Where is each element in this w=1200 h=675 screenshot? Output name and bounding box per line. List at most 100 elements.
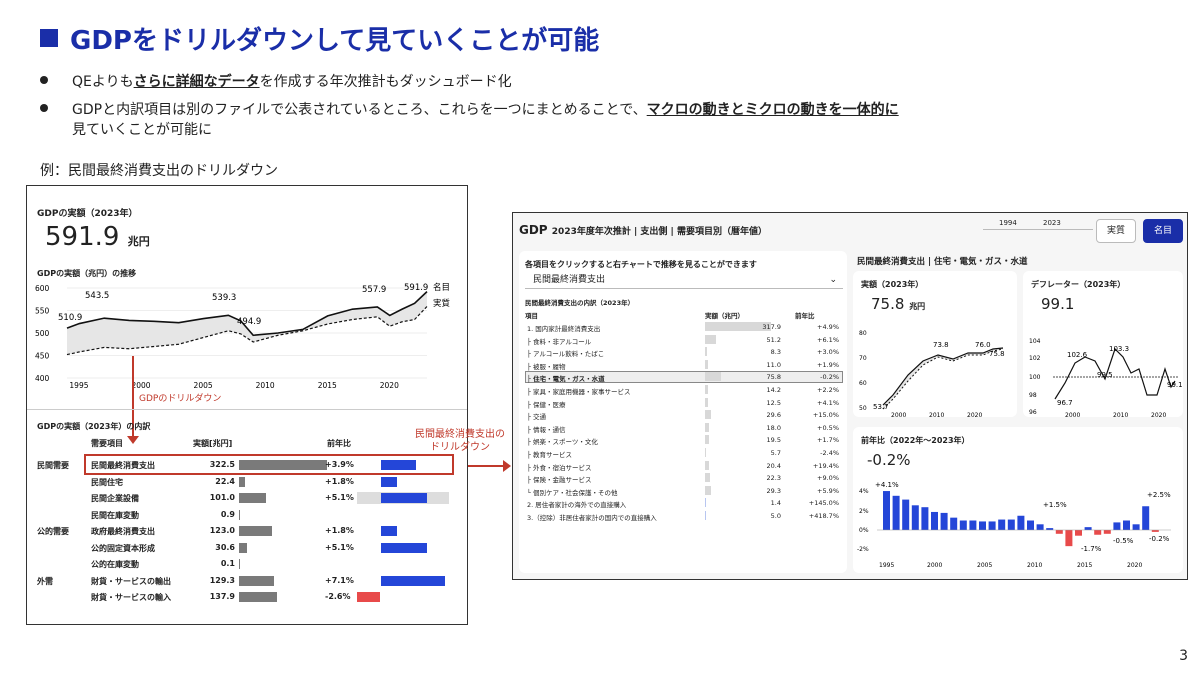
yoy-bar [921, 507, 929, 530]
rtable-row[interactable] [525, 371, 843, 384]
data-label: +2.5% [1147, 491, 1171, 499]
yoy-bar [911, 505, 919, 530]
year-to[interactable]: 2023 [1043, 219, 1061, 227]
legend-real: 実質 [433, 298, 451, 309]
yoy-bar [1055, 530, 1063, 534]
category-dropdown[interactable]: 民間最終消費支出 ⌄ [525, 271, 843, 289]
yoy-bar [381, 493, 428, 503]
xtick: 2000 [927, 562, 942, 569]
instruction: 各項目をクリックすると右チャートで推移を見ることができます [525, 260, 757, 269]
rrow-yoy: +15.0% [812, 411, 839, 420]
row-yoy: +1.8% [325, 476, 354, 486]
xtick: 2015 [1077, 562, 1092, 569]
nominal-button[interactable]: 名目 [1143, 219, 1183, 243]
rrow-bar [705, 448, 707, 457]
drill-arrow [132, 356, 134, 440]
row-item[interactable]: 財貨・サービスの輸入 [91, 593, 171, 602]
xtick: 2020 [1151, 412, 1166, 417]
row-item[interactable]: 民間在庫変動 [91, 510, 139, 520]
rrow-bar [705, 485, 711, 495]
series-real-line [66, 306, 428, 356]
rrow-yoy: +0.5% [817, 423, 839, 432]
yoy-bar [381, 542, 428, 553]
row-item[interactable]: 民間最終消費支出 [91, 461, 155, 470]
rrow-item: └ 個別ケア・社会保護・その他 [527, 488, 618, 497]
xtick: 2010 [1027, 562, 1042, 569]
title-square-icon [40, 29, 58, 47]
example-caption: 例：民間最終消費支出のドリルダウン [40, 163, 278, 179]
rrow-bar [705, 498, 706, 508]
year-slider[interactable] [983, 229, 1093, 230]
col-yoy: 前年比 [327, 439, 351, 448]
value-bar [239, 476, 246, 487]
divider [27, 409, 467, 410]
rrow-value: 5.7 [770, 449, 781, 457]
row-yoy: +5.1% [325, 493, 354, 502]
ytick: 98 [1029, 392, 1037, 399]
row-item[interactable]: 公的在庫変動 [91, 560, 139, 569]
rrow-bar [705, 397, 708, 407]
year-from[interactable]: 1994 [999, 219, 1017, 227]
data-label: +1.5% [1043, 501, 1067, 509]
drill-label: GDPのドリルダウン [139, 394, 222, 404]
real-real-line [882, 348, 1004, 410]
yoy-bar [381, 476, 397, 487]
yoy-bar [1036, 524, 1044, 530]
xtick: 2005 [194, 381, 213, 388]
yoy-bar [1103, 530, 1111, 534]
rrow-yoy: +1.9% [817, 360, 839, 369]
data-label: +4.1% [875, 481, 899, 489]
yoy-bar [959, 520, 967, 530]
rrow-value: 11.0 [766, 360, 781, 369]
value-bar [239, 460, 327, 470]
rrow-item: ├ 被服・履物 [527, 362, 566, 371]
row-value: 123.0 [209, 526, 235, 535]
rrow-yoy: -0.2% [820, 373, 839, 382]
row-item[interactable]: 公的固定資本形成 [91, 543, 155, 553]
rrow-value: 19.5 [766, 436, 781, 445]
row-item[interactable]: 民間企業設備 [91, 494, 139, 503]
rrow-yoy: +145.0% [808, 499, 839, 508]
deflator-line [1054, 347, 1176, 400]
drill-arrowhead-icon [127, 436, 139, 444]
rcol-item: 項目 [525, 312, 538, 320]
rrow-bar [705, 385, 709, 394]
rrow-value: 8.3 [770, 348, 781, 357]
bullet-dot-icon [40, 76, 48, 84]
ytick: 400 [35, 374, 50, 383]
ytick: 50 [859, 405, 867, 412]
row-yoy: +3.9% [325, 460, 354, 469]
rrow-bar [705, 460, 709, 470]
defl-value: 99.1 [1041, 295, 1075, 313]
rrow-value: 18.0 [766, 423, 781, 432]
rrow-bar [705, 435, 709, 445]
data-label: 99.5 [1097, 371, 1113, 379]
row-item[interactable]: 政府最終消費支出 [91, 527, 155, 536]
yoy-chart: 4% 2% 0% -2% 1995 2000 2005 2010 2015 20… [857, 481, 1171, 569]
data-label: -0.5% [1113, 537, 1134, 545]
ytick: 0% [859, 527, 869, 534]
rrow-value: 29.6 [766, 411, 781, 420]
xtick: 2015 [318, 381, 337, 388]
dash-header: GDP 2023年度年次推計 | 支出側 | 需要項目別（暦年値） [519, 223, 767, 237]
rrow-item: 3.（控除）非居住者家計の国内での直接購入 [527, 514, 657, 522]
yoy-bar [1113, 522, 1121, 530]
label-539: 539.3 [212, 293, 236, 303]
rrow-bar [705, 372, 721, 382]
yoy-bar [969, 520, 977, 530]
rrow-value: 1.4 [770, 499, 781, 508]
rcol-yoy: 前年比 [795, 312, 815, 320]
real-button[interactable]: 実質 [1096, 219, 1136, 243]
yoy-bar [940, 512, 948, 530]
rrow-yoy: -2.4% [820, 449, 839, 457]
row-item[interactable]: 民間住宅 [91, 477, 123, 487]
label-510: 510.9 [58, 313, 82, 323]
row-item[interactable]: 財貨・サービスの輸出 [91, 576, 171, 586]
data-label: 102.6 [1067, 351, 1088, 359]
connector-arrow [468, 465, 504, 467]
ytick: 500 [35, 329, 50, 338]
rrow-item: ├ アルコール飲料・たばこ [527, 350, 605, 359]
yoy-bar [1027, 520, 1034, 530]
yoy-bar [357, 592, 381, 602]
connector-label: 民間最終消費支出の ドリルダウン [415, 429, 505, 453]
